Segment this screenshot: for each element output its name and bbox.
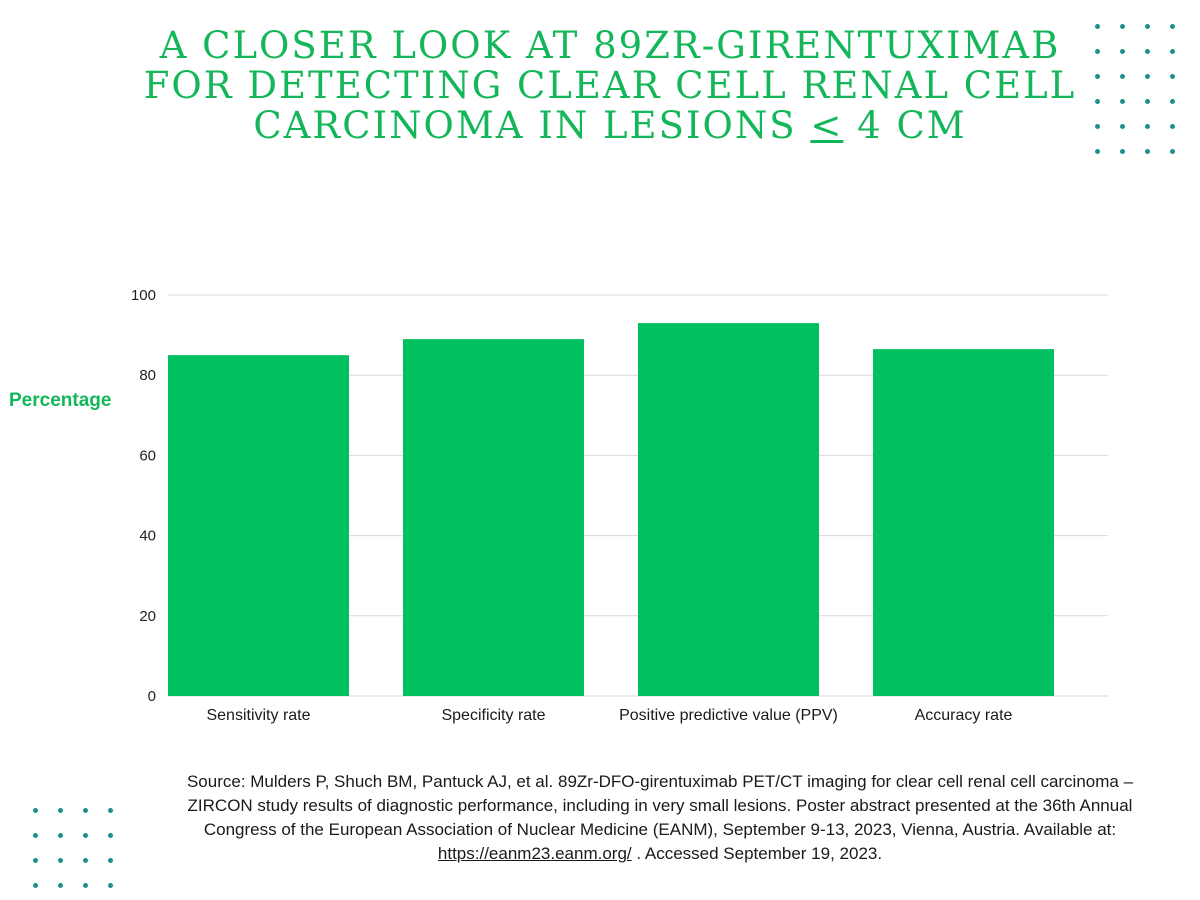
chart-title: A closer look at 89Zr-girentuximab for d…	[130, 26, 1090, 146]
x-tick-label: Sensitivity rate	[206, 707, 310, 724]
decorative-dot	[83, 858, 88, 863]
decorative-dot	[1095, 24, 1100, 29]
decorative-dot	[58, 808, 63, 813]
decorative-dot	[108, 858, 113, 863]
decorative-dot	[1120, 74, 1125, 79]
decorative-dot	[1145, 24, 1150, 29]
y-tick-label: 80	[139, 367, 156, 384]
y-tick-label: 100	[131, 287, 156, 304]
decorative-dot	[1120, 99, 1125, 104]
decorative-dot	[1120, 49, 1125, 54]
y-tick-label: 40	[139, 528, 156, 545]
decorative-dot	[33, 858, 38, 863]
decorative-dot	[1170, 99, 1175, 104]
bar-chart: 0 20 40 60 80 100 Sensitivity rate Specificity …	[131, 287, 1108, 724]
source-text: Source: Mulders P, Shuch BM, Pantuck AJ,…	[186, 772, 1134, 839]
decorative-dot	[1120, 24, 1125, 29]
decorative-dot	[1120, 149, 1125, 154]
decorative-dot	[1095, 99, 1100, 104]
bar	[403, 339, 584, 696]
bar	[873, 349, 1054, 696]
decorative-dot	[1170, 24, 1175, 29]
title-tail: 4 cm	[857, 104, 967, 147]
y-tick-label: 60	[139, 447, 156, 464]
decorative-dot	[58, 883, 63, 888]
source-link[interactable]: https://eanm23.eanm.org/	[437, 844, 632, 863]
decorative-dot	[108, 808, 113, 813]
decorative-dot	[1145, 124, 1150, 129]
source-citation: Source: Mulders P, Shuch BM, Pantuck AJ,…	[160, 770, 1160, 866]
decorative-dot	[1120, 124, 1125, 129]
y-tick-label: 20	[139, 608, 156, 625]
decorative-dot	[1145, 149, 1150, 154]
decorative-dot	[1170, 74, 1175, 79]
title-main: A closer look at 89Zr-girentuximab for d…	[143, 24, 1077, 147]
x-tick-label: Positive predictive value (PPV)	[619, 707, 838, 724]
decorative-dot	[108, 883, 113, 888]
source-text-tail: . Accessed September 19, 2023.	[631, 844, 883, 863]
decorative-dot	[1170, 49, 1175, 54]
bar	[638, 323, 819, 696]
decorative-dot	[83, 833, 88, 838]
decorative-dot	[1095, 124, 1100, 129]
decorative-dot	[1170, 149, 1175, 154]
decorative-dot	[33, 883, 38, 888]
decorative-dot	[108, 833, 113, 838]
bar	[168, 355, 349, 696]
decorative-dot	[83, 883, 88, 888]
decorative-dot	[58, 833, 63, 838]
decorative-dot	[1145, 99, 1150, 104]
decorative-dot	[58, 858, 63, 863]
decorative-dot	[33, 833, 38, 838]
decorative-dot	[1095, 74, 1100, 79]
decorative-dot	[1095, 49, 1100, 54]
y-axis-label: Percentage	[9, 390, 112, 411]
x-tick-label: Accuracy rate	[915, 707, 1013, 724]
title-less-equal-symbol: <	[810, 104, 844, 147]
decorative-dot	[1145, 49, 1150, 54]
decorative-dot	[83, 808, 88, 813]
y-tick-label: 0	[148, 688, 156, 705]
decorative-dot	[33, 808, 38, 813]
decorative-dot	[1145, 74, 1150, 79]
x-tick-label: Specificity rate	[441, 707, 545, 724]
decorative-dot	[1170, 124, 1175, 129]
decorative-dot	[1095, 149, 1100, 154]
